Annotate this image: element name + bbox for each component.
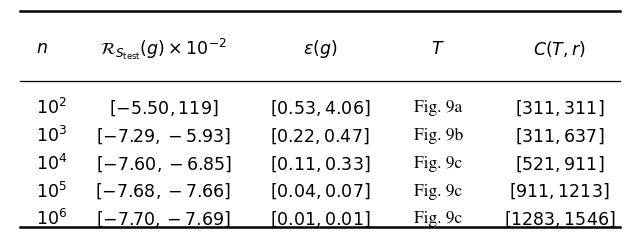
Text: $10^2$: $10^2$ bbox=[36, 98, 67, 118]
Text: $[911, 1213]$: $[911, 1213]$ bbox=[509, 182, 610, 201]
Text: $n$: $n$ bbox=[36, 41, 47, 57]
Text: $[-7.60, -6.85]$: $[-7.60, -6.85]$ bbox=[95, 154, 232, 174]
Text: $[-7.29, -5.93]$: $[-7.29, -5.93]$ bbox=[96, 126, 231, 146]
Text: $[311, 637]$: $[311, 637]$ bbox=[515, 126, 604, 146]
Text: $C(T,r)$: $C(T,r)$ bbox=[533, 39, 586, 59]
Text: $[-7.70, -7.69]$: $[-7.70, -7.69]$ bbox=[96, 210, 231, 229]
Text: $T$: $T$ bbox=[431, 41, 445, 58]
Text: Fig. 9c: Fig. 9c bbox=[414, 211, 462, 227]
Text: $[311, 311]$: $[311, 311]$ bbox=[515, 99, 604, 118]
Text: $10^3$: $10^3$ bbox=[36, 126, 67, 146]
Text: Fig. 9c: Fig. 9c bbox=[414, 184, 462, 200]
Text: $[0.11, 0.33]$: $[0.11, 0.33]$ bbox=[270, 154, 370, 174]
Text: $10^6$: $10^6$ bbox=[36, 209, 67, 230]
Text: $[1283, 1546]$: $[1283, 1546]$ bbox=[504, 210, 615, 229]
Text: $[-5.50, 119]$: $[-5.50, 119]$ bbox=[109, 99, 218, 118]
Text: $[0.53, 4.06]$: $[0.53, 4.06]$ bbox=[270, 99, 370, 118]
Text: $[0.22, 0.47]$: $[0.22, 0.47]$ bbox=[270, 126, 370, 146]
Text: $10^5$: $10^5$ bbox=[36, 182, 67, 202]
Text: Fig. 9a: Fig. 9a bbox=[414, 100, 462, 116]
Text: Fig. 9b: Fig. 9b bbox=[413, 128, 463, 144]
Text: $[0.04, 0.07]$: $[0.04, 0.07]$ bbox=[270, 182, 370, 201]
Text: $[521, 911]$: $[521, 911]$ bbox=[515, 154, 604, 174]
Text: $\mathcal{R}_{S_{\mathrm{test}}}(g) \times 10^{-2}$: $\mathcal{R}_{S_{\mathrm{test}}}(g) \tim… bbox=[100, 37, 227, 62]
Text: Fig. 9c: Fig. 9c bbox=[414, 156, 462, 172]
Text: $[0.01, 0.01]$: $[0.01, 0.01]$ bbox=[270, 210, 370, 229]
Text: $\varepsilon(g)$: $\varepsilon(g)$ bbox=[303, 38, 337, 60]
Text: $10^4$: $10^4$ bbox=[36, 154, 67, 174]
Text: $[-7.68, -7.66]$: $[-7.68, -7.66]$ bbox=[95, 182, 232, 201]
